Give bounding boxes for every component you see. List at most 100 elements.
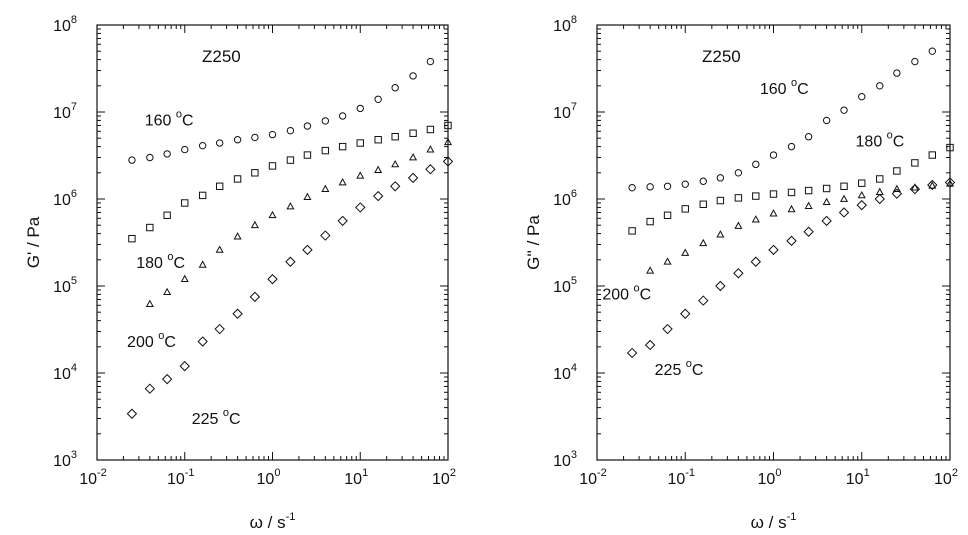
data-point-square: [858, 179, 866, 187]
y-tick-label: 107: [53, 101, 77, 122]
data-point-triangle: [681, 248, 690, 256]
data-point-diamond: [891, 188, 903, 199]
data-point-circle: [734, 169, 743, 177]
y-tick-label: 107: [553, 101, 577, 122]
data-point-triangle: [250, 220, 259, 229]
data-point-circle: [893, 69, 901, 77]
data-point-square: [787, 188, 796, 197]
y-tick-label: 105: [553, 275, 577, 296]
data-point-diamond: [249, 291, 261, 303]
series-square: [128, 121, 452, 243]
data-point-diamond: [214, 323, 225, 335]
data-point-diamond: [856, 199, 867, 211]
data-point-square: [338, 142, 347, 151]
data-point-circle: [198, 141, 207, 150]
data-point-triangle: [443, 137, 453, 146]
chart-panel-1: 10-2 10-1 100 101 102 103 104 105 106 107 108 ω / s…: [24, 14, 456, 532]
data-point-triangle: [875, 187, 884, 196]
data-point-triangle: [716, 230, 725, 238]
data-point-diamond: [821, 215, 832, 227]
data-point-diamond: [698, 295, 709, 306]
data-point-square: [215, 182, 224, 190]
data-point-diamond: [179, 360, 190, 372]
data-point-triangle: [822, 197, 831, 206]
data-point-square: [699, 200, 707, 208]
x-tick-label: 10-1: [667, 467, 695, 488]
data-point-diamond: [662, 323, 673, 335]
data-point-square: [893, 167, 901, 175]
data-point-circle: [769, 151, 778, 159]
temperature-label: 200 oC: [127, 330, 176, 351]
data-point-triangle: [857, 190, 866, 199]
data-point-square: [426, 125, 435, 134]
data-point-diamond: [733, 268, 744, 279]
data-point-diamond: [909, 183, 921, 195]
data-point-triangle: [426, 145, 435, 153]
x-axis-label: ω / s-1: [751, 511, 797, 532]
data-point-triangle: [180, 274, 189, 283]
data-point-square: [374, 136, 382, 144]
data-point-triangle: [734, 221, 743, 229]
data-point-square: [268, 162, 277, 170]
data-point-circle: [268, 130, 277, 139]
data-point-circle: [911, 57, 919, 66]
y-tick-label: 103: [553, 449, 577, 470]
data-point-circle: [338, 112, 347, 120]
data-point-triangle: [892, 184, 901, 192]
data-point-square: [928, 151, 936, 159]
data-point-diamond: [320, 230, 331, 241]
data-point-circle: [215, 139, 224, 147]
data-point-diamond: [407, 172, 419, 184]
data-point-diamond: [768, 244, 779, 256]
y-axis-label: G'' / Pa: [524, 215, 543, 270]
y-axis-label: G' / Pa: [24, 216, 43, 268]
data-point-circle: [699, 177, 707, 185]
temperature-label: 180 oC: [136, 251, 185, 272]
chart-title: Z250: [202, 47, 241, 66]
data-point-diamond: [874, 193, 885, 205]
data-point-square: [752, 192, 760, 200]
y-tick-label: 108: [53, 14, 77, 35]
data-point-triangle: [321, 184, 330, 192]
data-point-circle: [181, 145, 189, 154]
chart-title: Z250: [702, 47, 741, 66]
data-point-triangle: [268, 210, 277, 219]
data-point-square: [391, 133, 399, 141]
data-point-diamond: [267, 273, 278, 285]
y-tick-label: 103: [53, 449, 77, 470]
data-point-triangle: [374, 165, 383, 173]
data-point-square: [804, 186, 813, 195]
data-point-square: [769, 190, 778, 198]
data-point-diamond: [425, 164, 436, 175]
x-tick-label: 10-1: [167, 467, 195, 488]
series-diamond: [126, 156, 454, 419]
data-point-square: [146, 223, 154, 232]
data-point-square: [251, 169, 259, 177]
data-point-triangle: [751, 215, 760, 223]
data-point-triangle: [233, 232, 242, 240]
data-point-circle: [663, 182, 672, 190]
data-point-triangle: [338, 178, 347, 186]
data-point-circle: [163, 150, 171, 158]
data-point-square: [628, 227, 636, 235]
data-point-triangle: [928, 181, 937, 189]
data-point-square: [409, 129, 417, 137]
data-point-square: [163, 211, 171, 219]
data-point-square: [128, 234, 136, 243]
data-point-square: [321, 146, 330, 155]
data-point-triangle: [769, 209, 778, 217]
y-tick-label: 106: [553, 188, 577, 209]
data-point-circle: [146, 153, 154, 162]
x-tick-label: 100: [758, 467, 782, 488]
data-point-triangle: [303, 192, 312, 201]
data-point-diamond: [715, 280, 726, 292]
data-point-diamond: [355, 202, 366, 213]
data-point-circle: [409, 72, 417, 80]
data-point-diamond: [197, 336, 208, 347]
data-point-circle: [426, 57, 435, 66]
data-point-diamond: [232, 308, 243, 319]
temperature-label: 225 oC: [192, 407, 241, 428]
data-point-diamond: [838, 207, 850, 218]
data-point-circle: [804, 133, 813, 141]
data-point-square: [946, 143, 954, 152]
